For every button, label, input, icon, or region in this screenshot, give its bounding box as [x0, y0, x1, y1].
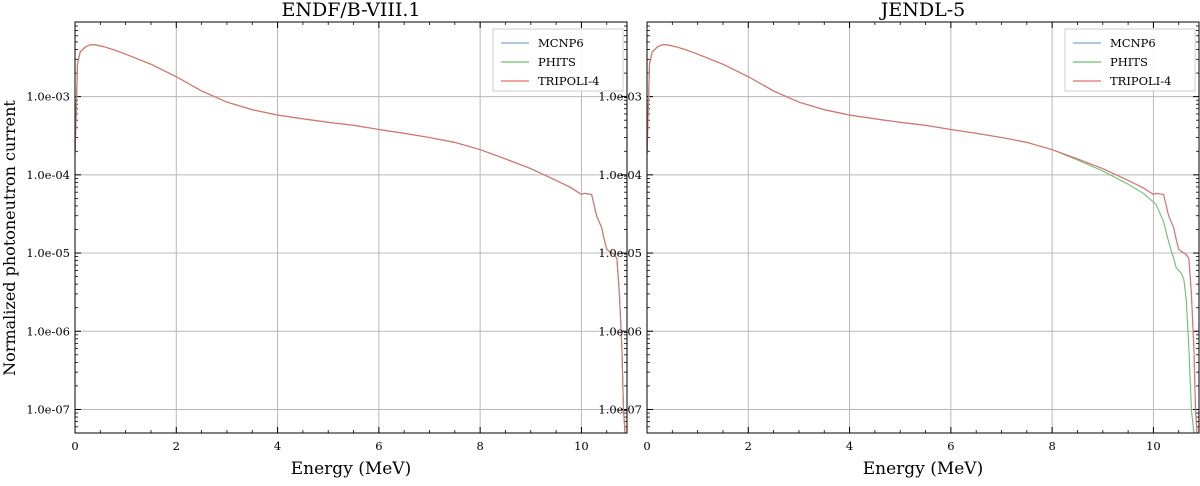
series-line-phits [75, 44, 626, 433]
y-tick-label: 1.0e-07 [26, 402, 70, 416]
y-tick-label: 1.0e-06 [26, 324, 70, 338]
x-tick-label: 6 [947, 439, 954, 453]
series-line-mcnp6 [75, 44, 626, 433]
x-tick-label: 10 [574, 439, 589, 453]
x-tick-label: 10 [1146, 439, 1161, 453]
legend-label: TRIPOLI-4 [538, 74, 599, 88]
x-tick-label: 8 [476, 439, 483, 453]
series-line-tripoli-4 [647, 44, 1198, 433]
y-tick-label: 1.0e-05 [598, 246, 642, 260]
x-tick-label: 0 [71, 439, 78, 453]
x-axis-label: Energy (MeV) [291, 459, 411, 479]
legend: MCNP6 PHITS TRIPOLI-4 [492, 28, 624, 92]
axes-frame [74, 21, 628, 434]
y-tick-label: 1.0e-04 [26, 168, 70, 182]
legend-label: MCNP6 [1110, 36, 1156, 50]
series-line-tripoli-4 [75, 44, 626, 433]
legend-label: MCNP6 [538, 36, 584, 50]
series-group [647, 44, 1198, 433]
chart-title: JENDL-5 [879, 0, 965, 21]
series-line-phits [647, 44, 1197, 433]
x-axis-label: Energy (MeV) [863, 459, 983, 479]
legend-label: PHITS [538, 55, 576, 69]
y-tick-label: 1.0e-03 [26, 90, 70, 104]
x-tick-label: 2 [173, 439, 180, 453]
x-tick-label: 6 [375, 439, 382, 453]
y-tick-label: 1.0e-06 [598, 324, 642, 338]
x-tick-label: 4 [274, 439, 281, 453]
x-tick-label: 2 [745, 439, 752, 453]
x-tick-label: 8 [1048, 439, 1055, 453]
legend-label: TRIPOLI-4 [1110, 74, 1171, 88]
axes-frame [646, 21, 1200, 434]
y-axis-label: Normalized photoneutron current [0, 100, 19, 376]
y-tick-label: 1.0e-05 [26, 246, 70, 260]
panel-jendl: JENDL-5 0 2 4 6 8 10 1.0e-03 1.0e-04 1.0e-05 1.0e-… [598, 0, 1200, 479]
chart-title: ENDF/B-VIII.1 [281, 0, 420, 21]
panel-endf: ENDF/B-VIII.1 0 2 4 6 8 10 1.0e-03 1.0e-04 1.0e-0… [26, 0, 628, 479]
y-tick-label: 1.0e-03 [598, 90, 642, 104]
series-line-mcnp6 [647, 44, 1198, 433]
legend-label: PHITS [1110, 55, 1148, 69]
x-tick-label: 4 [846, 439, 853, 453]
series-group [75, 44, 626, 433]
x-tick-label: 0 [643, 439, 650, 453]
y-tick-label: 1.0e-04 [598, 168, 642, 182]
legend: MCNP6 PHITS TRIPOLI-4 [1064, 28, 1196, 92]
y-tick-label: 1.0e-07 [598, 402, 642, 416]
